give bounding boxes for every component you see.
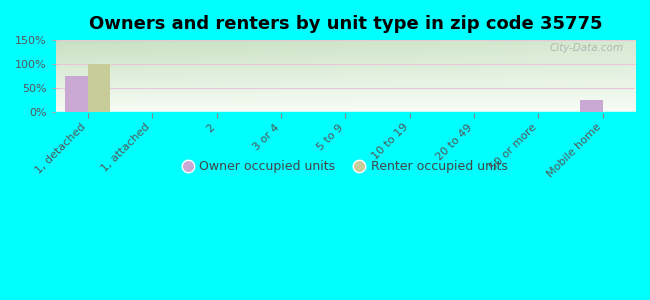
Title: Owners and renters by unit type in zip code 35775: Owners and renters by unit type in zip c…	[88, 15, 602, 33]
Bar	[65, 76, 88, 112]
Legend: Owner occupied units, Renter occupied units: Owner occupied units, Renter occupied un…	[178, 155, 512, 178]
Bar	[580, 100, 603, 112]
Bar	[88, 64, 110, 112]
Text: City-Data.com: City-Data.com	[549, 43, 623, 53]
